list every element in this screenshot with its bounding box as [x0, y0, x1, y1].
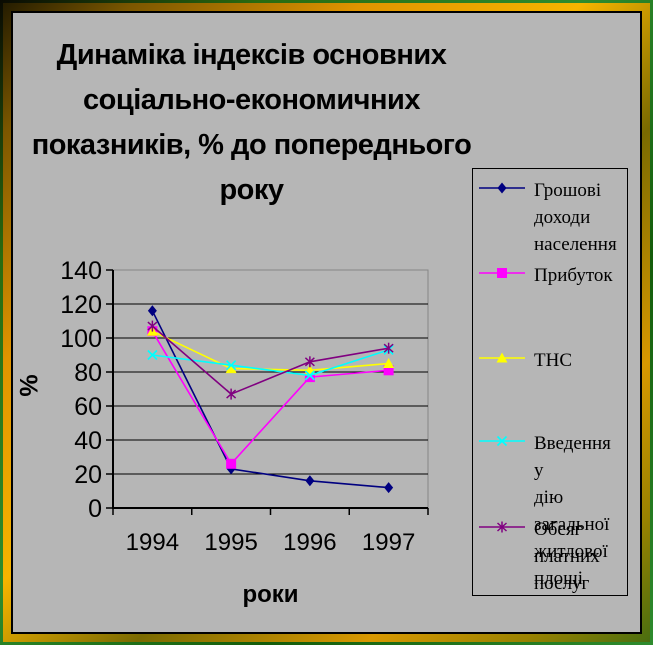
series-1-point-2 — [304, 372, 315, 383]
x-axis-title: роки — [242, 581, 299, 608]
legend-triangle-marker-icon — [479, 352, 525, 363]
legend-x-marker-icon — [479, 435, 525, 447]
series-4-point-2 — [304, 357, 315, 367]
x-tick-label: 1996 — [283, 529, 336, 556]
y-tick-label: 40 — [74, 427, 102, 455]
y-tick-label: 20 — [74, 461, 102, 489]
plot-border — [112, 269, 429, 509]
chart-title-line-3: показників, % до попереднього — [31, 129, 472, 161]
legend-item-0: Грошові доходи населення — [477, 177, 625, 258]
series-4-point-1 — [226, 389, 237, 399]
series-3-point-1 — [226, 360, 237, 371]
series-2-point-1 — [225, 363, 237, 374]
series-line-2 — [152, 330, 389, 372]
legend-square-marker-icon — [479, 268, 525, 278]
series-3-point-0 — [147, 349, 158, 361]
x-tick-label: 1994 — [126, 529, 179, 556]
legend-item-2: ТНС — [477, 347, 625, 374]
series-line-4 — [151, 325, 389, 396]
legend-key-marker — [496, 435, 508, 447]
chart-title-line-2: соціально-економичних — [83, 84, 420, 116]
series-0-point-0 — [147, 305, 157, 317]
y-tick-label: 60 — [74, 393, 102, 421]
legend-diamond-marker-icon — [479, 182, 525, 194]
legend-label-3: Введення у дію загальної житлової площі — [534, 433, 611, 589]
legend-key-marker — [497, 268, 507, 278]
plot-area: 0 20 40 60 80 100 120 140 1994 1995 1996 1997 — [60, 257, 429, 556]
legend-item-1: Прибуток — [477, 262, 625, 289]
series-3-point-2 — [304, 370, 315, 381]
y-axis-title: % — [15, 374, 44, 397]
series-1-point-3 — [383, 365, 394, 376]
legend-key-marker — [497, 182, 507, 194]
chart-title-line-1: Динаміка індексів основних — [56, 39, 447, 71]
chart-title-line-4: року — [219, 174, 284, 206]
legend: Грошові доходи населення Прибуток ТНС Введе… — [472, 168, 628, 596]
gold-frame-band: Динаміка індексів основних соціально-еко… — [3, 3, 650, 642]
series-4-point-0 — [147, 321, 158, 331]
y-tick-label: 80 — [74, 359, 102, 387]
series-line-0 — [151, 310, 389, 489]
series-2-point-3 — [383, 358, 395, 368]
legend-key-marker — [496, 352, 508, 363]
x-tick-label: 1995 — [204, 529, 257, 556]
series-1-point-1 — [226, 458, 237, 469]
legend-label-4: Обсяг платних послуг — [534, 519, 600, 594]
y-tick-label: 140 — [60, 257, 102, 285]
legend-key-marker — [497, 522, 507, 532]
legend-label-1: Прибуток — [534, 265, 613, 286]
legend-item-4: Обсяг платних послуг — [477, 516, 625, 597]
chart-canvas: Динаміка індексів основних соціально-еко… — [11, 11, 642, 634]
series-0-point-3 — [384, 482, 394, 494]
y-tick-label: 120 — [60, 291, 102, 319]
series-line-1 — [151, 330, 389, 466]
series-4-point-3 — [383, 343, 394, 353]
x-tick-label: 1997 — [362, 529, 415, 556]
legend-item-3: Введення у дію загальної житлової площі — [477, 430, 625, 592]
legend-label-0: Грошові доходи населення — [534, 180, 617, 255]
series-0-point-2 — [305, 475, 315, 487]
legend-label-2: ТНС — [534, 350, 572, 371]
y-tick-label: 100 — [60, 325, 102, 353]
legend-asterisk-marker-icon — [479, 521, 525, 533]
chart-title: Динаміка індексів основних соціально-еко… — [13, 33, 490, 213]
y-tick-label: 0 — [88, 495, 102, 523]
